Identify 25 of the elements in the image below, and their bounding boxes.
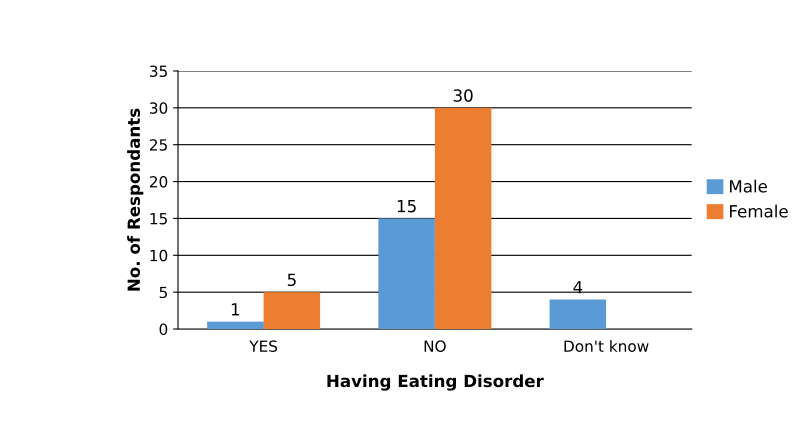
y-tick-label: 5 xyxy=(160,286,167,298)
bar xyxy=(207,322,264,330)
y-tick-label: 0 xyxy=(160,323,168,336)
data-label: 1 xyxy=(232,303,240,316)
y-axis-title: No. of Respondants xyxy=(127,108,144,291)
x-tick-label: NO xyxy=(424,340,446,352)
y-tick-label: 25 xyxy=(150,139,167,151)
legend-label: Male xyxy=(730,180,767,193)
y-tick-label: 15 xyxy=(150,213,167,224)
bar xyxy=(378,218,435,330)
data-label: 30 xyxy=(454,89,473,102)
y-tick-label: 35 xyxy=(150,65,167,77)
bar xyxy=(264,292,320,330)
x-tick-label: Don't know xyxy=(564,340,649,352)
x-tick-label: YES xyxy=(249,340,278,352)
bar xyxy=(434,108,492,330)
data-label: 15 xyxy=(398,200,416,212)
y-tick-label: 20 xyxy=(150,176,168,188)
y-tick-label: 30 xyxy=(150,102,168,114)
x-axis-title: Having Eating Disorder xyxy=(327,374,544,391)
bar xyxy=(550,300,606,330)
y-tick-label: 10 xyxy=(150,250,168,262)
data-label: 4 xyxy=(573,281,582,294)
legend-label: Female xyxy=(730,204,788,218)
data-label: 5 xyxy=(288,274,296,286)
